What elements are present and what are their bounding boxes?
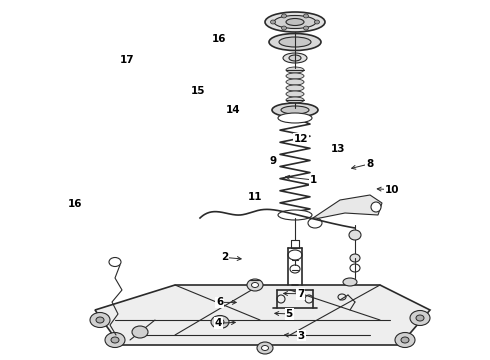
Ellipse shape [111, 337, 119, 343]
Text: 11: 11 [247, 192, 262, 202]
Ellipse shape [257, 342, 273, 354]
Text: 15: 15 [191, 86, 206, 96]
Text: 5: 5 [286, 309, 293, 319]
Polygon shape [95, 285, 430, 345]
Text: 12: 12 [294, 134, 309, 144]
Ellipse shape [401, 337, 409, 343]
Ellipse shape [410, 310, 430, 325]
Text: 9: 9 [270, 156, 277, 166]
Ellipse shape [105, 333, 125, 347]
Ellipse shape [350, 254, 360, 262]
Ellipse shape [274, 15, 316, 28]
Ellipse shape [96, 317, 104, 323]
Ellipse shape [286, 79, 304, 85]
Text: 13: 13 [331, 144, 345, 154]
Ellipse shape [278, 113, 312, 123]
Ellipse shape [251, 283, 259, 288]
Text: 16: 16 [212, 34, 227, 44]
Ellipse shape [286, 91, 304, 97]
Ellipse shape [265, 12, 325, 32]
Text: 14: 14 [225, 105, 240, 115]
Ellipse shape [286, 67, 304, 73]
Ellipse shape [279, 37, 311, 47]
Text: 17: 17 [120, 55, 135, 65]
Text: 3: 3 [298, 330, 305, 341]
Ellipse shape [286, 97, 304, 103]
Ellipse shape [303, 14, 309, 18]
Text: 1: 1 [310, 175, 317, 185]
Ellipse shape [416, 315, 424, 321]
Ellipse shape [395, 333, 415, 347]
Ellipse shape [247, 279, 263, 291]
Ellipse shape [278, 210, 312, 220]
Text: 6: 6 [216, 297, 223, 307]
Ellipse shape [286, 73, 304, 79]
Polygon shape [310, 195, 382, 220]
Ellipse shape [270, 20, 275, 24]
Ellipse shape [349, 230, 361, 240]
Ellipse shape [272, 103, 318, 117]
Text: 4: 4 [214, 318, 222, 328]
Ellipse shape [269, 33, 321, 50]
Ellipse shape [308, 218, 322, 228]
Ellipse shape [286, 85, 304, 91]
Text: 7: 7 [297, 289, 305, 299]
Text: 8: 8 [367, 159, 373, 169]
Ellipse shape [315, 20, 319, 24]
Ellipse shape [90, 312, 110, 328]
Ellipse shape [132, 326, 148, 338]
Ellipse shape [281, 106, 309, 114]
Ellipse shape [289, 55, 301, 61]
Ellipse shape [303, 26, 309, 30]
Ellipse shape [281, 14, 287, 18]
Ellipse shape [343, 278, 357, 286]
Ellipse shape [281, 26, 287, 30]
Ellipse shape [286, 18, 304, 26]
Text: 2: 2 [221, 252, 228, 262]
Text: 10: 10 [385, 185, 399, 195]
Text: 16: 16 [68, 199, 82, 209]
Ellipse shape [283, 53, 307, 63]
Ellipse shape [262, 346, 269, 351]
Ellipse shape [371, 202, 381, 212]
Ellipse shape [216, 319, 224, 325]
Ellipse shape [211, 315, 229, 328]
